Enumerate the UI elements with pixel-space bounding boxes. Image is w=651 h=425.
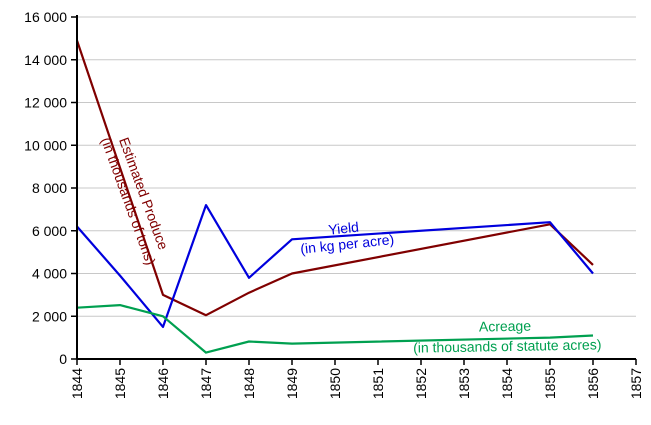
x-tick-label-3: 1847 bbox=[198, 368, 214, 399]
x-tick-label-12: 1856 bbox=[585, 368, 601, 399]
yield-label-line-2: (in kg per acre) bbox=[299, 231, 394, 257]
y-tick-label-6: 12 000 bbox=[24, 95, 67, 111]
y-tick-label-7: 14 000 bbox=[24, 52, 67, 68]
x-tick-label-7: 1851 bbox=[370, 368, 386, 399]
x-tick-label-8: 1852 bbox=[413, 368, 429, 399]
y-tick-label-3: 6 000 bbox=[32, 223, 67, 239]
y-tick-label-0: 0 bbox=[59, 351, 67, 367]
x-tick-label-4: 1848 bbox=[241, 368, 257, 399]
acreage-label-line-2: (in thousands of statute acres) bbox=[413, 336, 602, 355]
x-tick-label-1: 1845 bbox=[112, 368, 128, 399]
y-tick-label-2: 4 000 bbox=[32, 266, 67, 282]
acreage-series-line bbox=[76, 304, 594, 354]
produce-series-label: Estimated Produce (in thousands of tons) bbox=[98, 129, 175, 267]
axes bbox=[71, 15, 637, 365]
x-tick-label-10: 1854 bbox=[499, 368, 515, 399]
y-tick-label-4: 8 000 bbox=[32, 180, 67, 196]
x-tick-label-0: 1844 bbox=[69, 368, 85, 399]
acreage-label-line-1: Acreage bbox=[479, 318, 532, 335]
y-tick-label-5: 10 000 bbox=[24, 137, 67, 153]
series-labels: Estimated Produce (in thousands of tons)… bbox=[98, 129, 602, 356]
x-tick-label-9: 1853 bbox=[456, 368, 472, 399]
y-tick-label-1: 2 000 bbox=[32, 308, 67, 324]
yield-label-line-1: Yield bbox=[327, 219, 359, 238]
x-tick-label-11: 1855 bbox=[542, 368, 558, 399]
yield-series-label: Yield (in kg per acre) bbox=[298, 215, 395, 257]
yield-series-line bbox=[76, 204, 594, 328]
x-tick-labels: 1844 1845 1846 1847 1848 1849 1850 1851 1852 1853… bbox=[69, 368, 644, 399]
x-tick-label-2: 1846 bbox=[155, 368, 171, 399]
y-tick-label-8: 16 000 bbox=[24, 9, 67, 25]
produce-series-line bbox=[75, 40, 594, 317]
acreage-series-label: Acreage (in thousands of statute acres) bbox=[413, 316, 602, 355]
x-tick-label-6: 1850 bbox=[327, 368, 343, 399]
x-tick-label-13: 1857 bbox=[628, 368, 644, 399]
y-tick-labels: 0 2 000 4 000 6 000 8 000 10 000 12 000 14 000 1… bbox=[24, 9, 67, 367]
series-lines bbox=[75, 40, 594, 354]
gridlines bbox=[77, 16, 636, 317]
x-tick-label-5: 1849 bbox=[284, 368, 300, 399]
